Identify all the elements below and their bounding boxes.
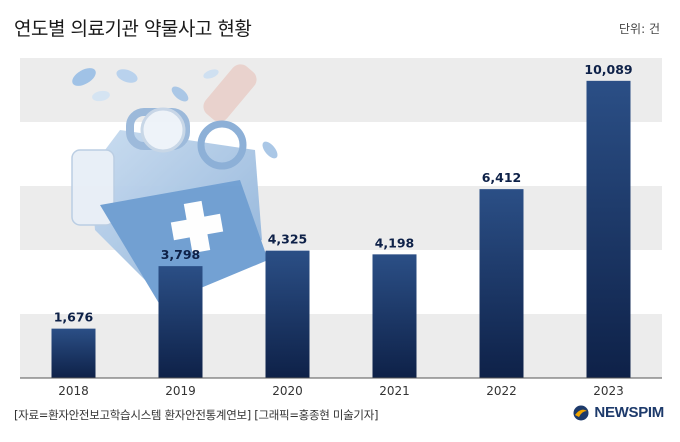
bar-2019 bbox=[158, 266, 203, 378]
value-label-2019: 3,798 bbox=[161, 247, 201, 262]
background-band bbox=[20, 314, 662, 378]
value-label-2022: 6,412 bbox=[482, 170, 522, 185]
category-label-2020: 2020 bbox=[272, 384, 303, 398]
category-label-2018: 2018 bbox=[58, 384, 89, 398]
bar-2020 bbox=[265, 250, 310, 378]
background-bands bbox=[20, 58, 662, 378]
category-labels-group: 2018 2019 2020 2021 2022 2023 bbox=[58, 384, 624, 398]
value-labels-group: 1,676 3,798 4,325 4,198 6,412 10,089 bbox=[54, 62, 633, 325]
category-label-2022: 2022 bbox=[486, 384, 517, 398]
newspim-logo-icon bbox=[573, 405, 589, 420]
bar-chart: 1,676 3,798 4,325 4,198 6,412 10,089 2018 2019… bbox=[20, 58, 662, 398]
category-label-2019: 2019 bbox=[165, 384, 196, 398]
source-credit: [자료=환자안전보고학습시스템 환자안전통계연보] [그래픽=홍종현 미술기자] bbox=[14, 408, 379, 422]
value-label-2021: 4,198 bbox=[375, 235, 415, 250]
newspim-logo: NEWSPIM bbox=[572, 404, 664, 421]
newspim-logo-text: NEWSPIM bbox=[594, 404, 664, 421]
unit-label: 단위: 건 bbox=[619, 22, 660, 36]
category-label-2021: 2021 bbox=[379, 384, 410, 398]
value-label-2023: 10,089 bbox=[584, 62, 632, 77]
medical-kit-illustration bbox=[71, 64, 278, 305]
chart-title: 연도별 의료기관 약물사고 현황 bbox=[14, 18, 252, 40]
bar-2023 bbox=[586, 80, 631, 378]
background-band bbox=[20, 58, 662, 122]
bar-2021 bbox=[372, 254, 417, 378]
bar-2022 bbox=[479, 189, 524, 378]
value-label-2020: 4,325 bbox=[268, 232, 308, 247]
category-label-2023: 2023 bbox=[593, 384, 624, 398]
value-label-2018: 1,676 bbox=[54, 310, 94, 325]
bar-2018 bbox=[51, 328, 96, 378]
bars-group bbox=[51, 80, 631, 378]
